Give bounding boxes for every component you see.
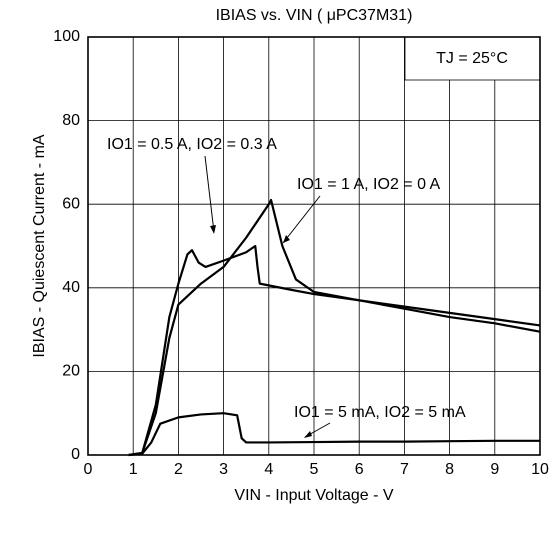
y-axis-label: IBIAS - Quiescent Current - mA [31,134,48,358]
x-tick-label: 2 [174,461,183,478]
series-line [128,412,540,457]
x-tick-label: 6 [355,461,364,478]
x-tick-label: 0 [84,461,93,478]
x-tick-label: 8 [445,461,454,478]
x-axis-label: VIN - Input Voltage - V [234,487,394,504]
arrowhead [283,235,290,243]
y-tick-label: 0 [71,446,80,463]
plot-frame [87,36,541,456]
arrowhead [304,431,312,438]
series-label: IO1 = 1 A, IO2 = 0 A [297,176,441,193]
series-label: IO1 = 0.5 A, IO2 = 0.3 A [107,136,277,153]
chart-title: IBIAS vs. VIN ( μPC37M31) [216,7,413,24]
x-tick-label: 5 [310,461,319,478]
arrow [204,155,215,233]
arrow [282,195,321,244]
grid [87,36,541,456]
series-label: IO1 = 5 mA, IO2 = 5 mA [294,404,466,421]
x-tick-label: 3 [219,461,228,478]
series-line [128,198,541,457]
x-tick-label: 4 [264,461,273,478]
y-tick-label: 100 [53,28,80,45]
y-tick-label: 60 [62,195,80,212]
series-line [128,244,541,457]
annotation-box [404,36,541,81]
x-tick-label: 7 [400,461,409,478]
annotation: TJ = 25°C [436,50,508,67]
x-tick-label: 9 [490,461,499,478]
x-tick-label: 10 [531,461,549,478]
y-tick-label: 40 [62,279,80,296]
arrowhead [210,225,216,234]
x-tick-label: 1 [129,461,138,478]
y-tick-label: 80 [62,112,80,129]
y-tick-label: 20 [62,363,80,380]
